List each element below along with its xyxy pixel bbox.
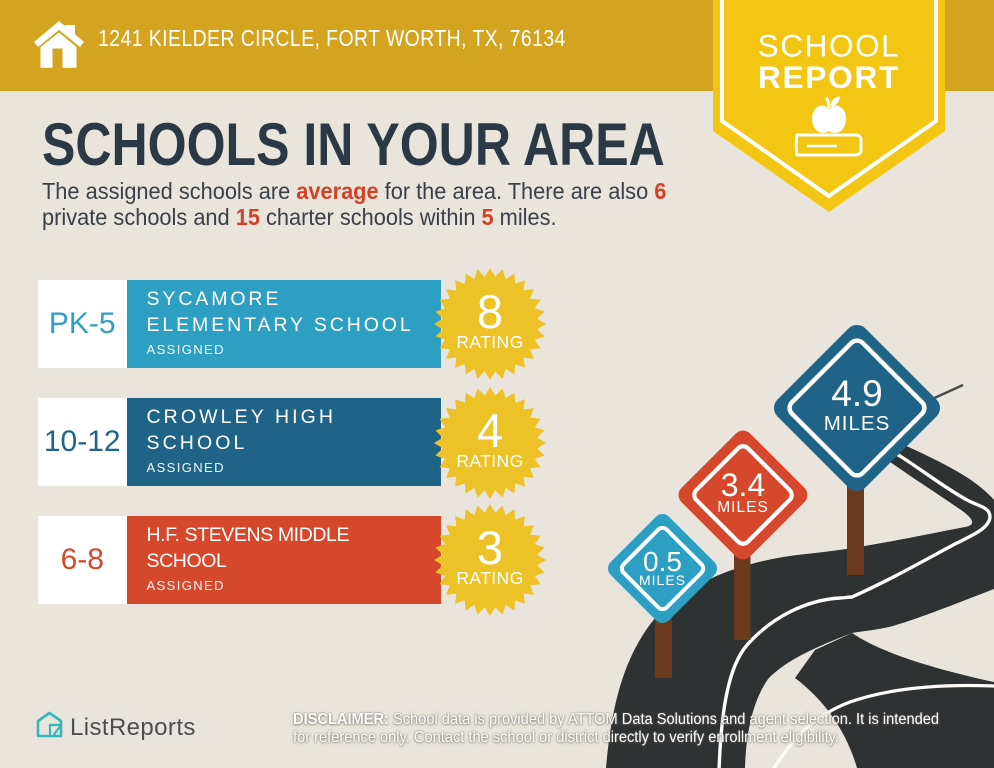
svg-text:MILES: MILES xyxy=(717,499,769,516)
svg-text:4.9: 4.9 xyxy=(831,373,882,414)
svg-text:MILES: MILES xyxy=(639,572,686,588)
svg-text:REPORT: REPORT xyxy=(758,59,900,95)
svg-text:0.5: 0.5 xyxy=(643,546,682,577)
svg-text:MILES: MILES xyxy=(824,412,891,435)
svg-text:3.4: 3.4 xyxy=(721,467,765,503)
svg-text:SCHOOL: SCHOOL xyxy=(758,28,901,64)
